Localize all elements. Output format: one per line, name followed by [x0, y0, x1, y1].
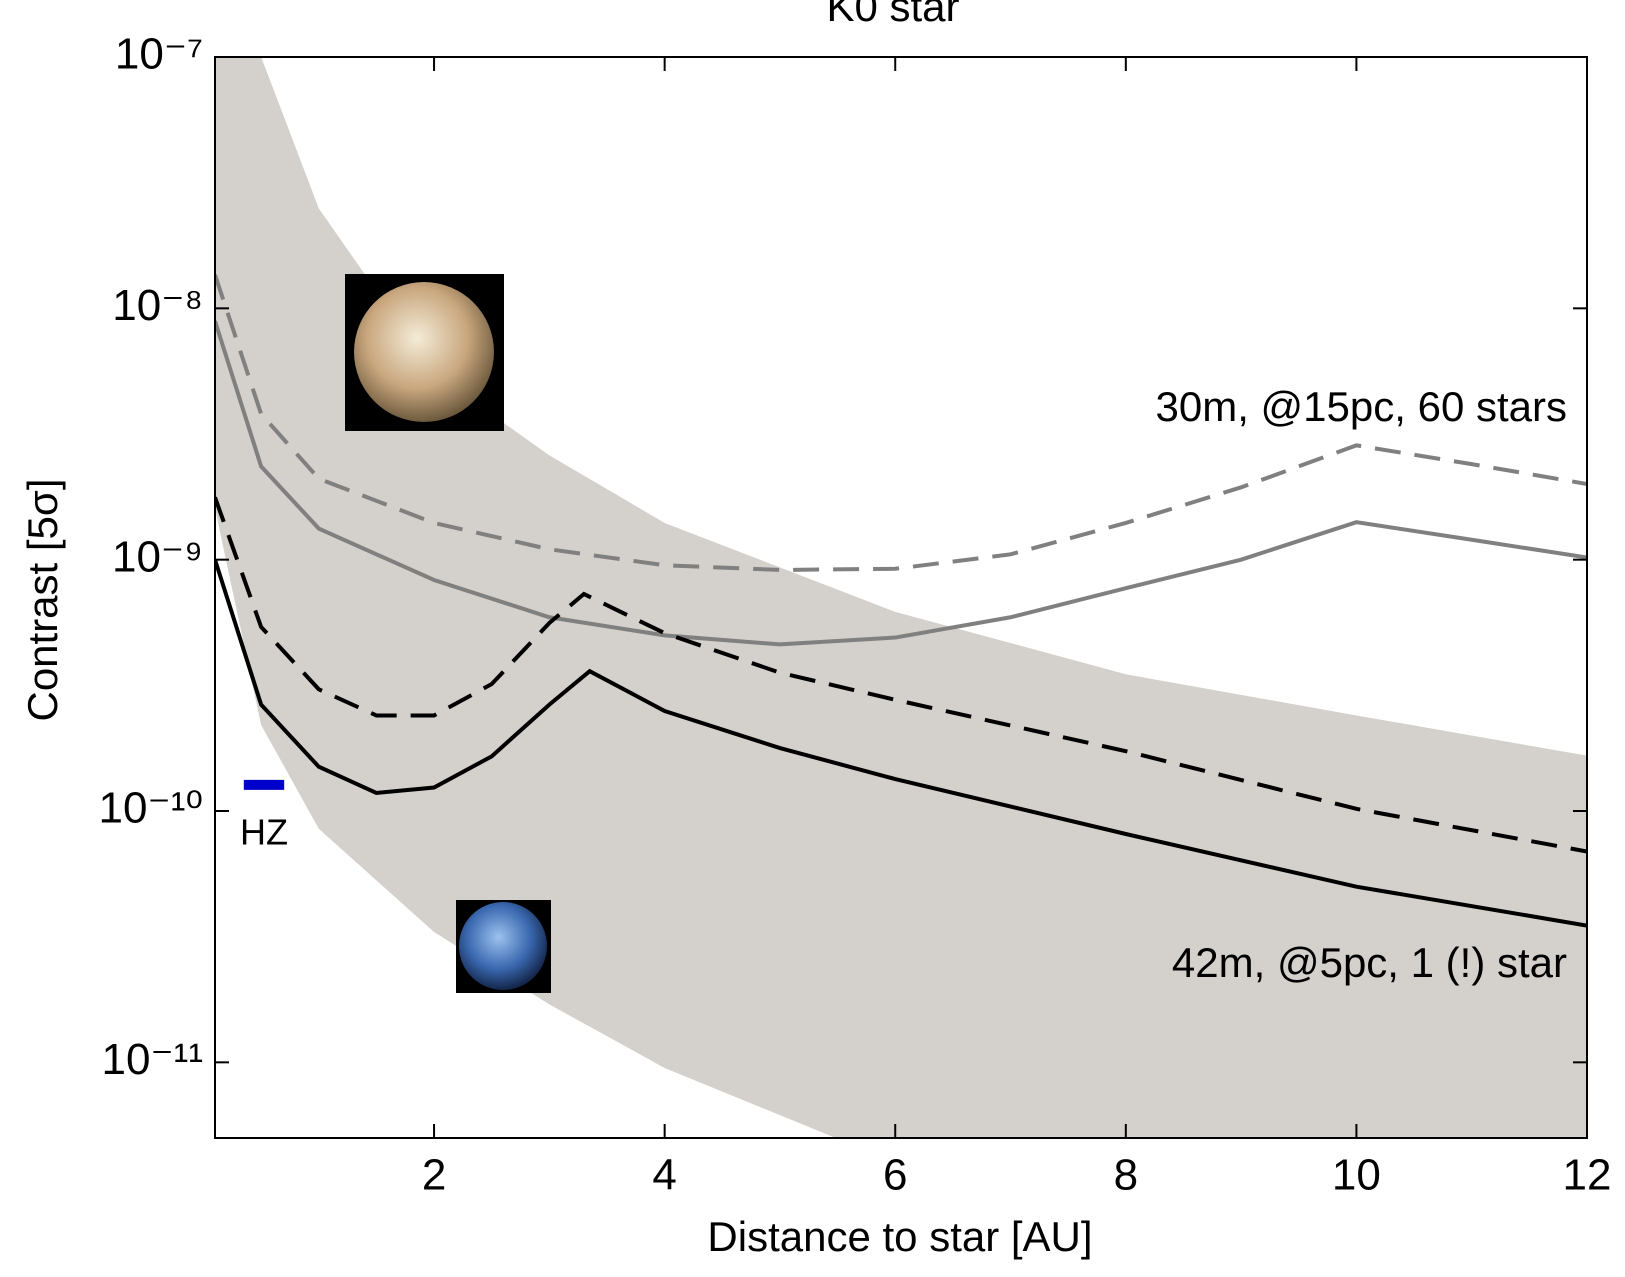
hz-label: HZ [240, 811, 288, 852]
y-axis-label: Contrast [5σ] [19, 478, 66, 721]
chart: K0 star Distance to star [AU] Contrast [… [0, 0, 1625, 1277]
annotation: 30m, @15pc, 60 stars [1156, 383, 1568, 430]
x-axis-label: Distance to star [AU] [707, 1213, 1092, 1260]
x-tick-label: 10 [1332, 1151, 1381, 1200]
y-tick-label: 10⁻⁷ [115, 30, 203, 79]
earth-planet [459, 902, 547, 990]
x-tick-label: 12 [1563, 1151, 1612, 1200]
x-tick-label: 4 [652, 1151, 676, 1200]
y-tick-label: 10⁻⁹ [112, 532, 203, 581]
x-tick-label: 2 [422, 1151, 446, 1200]
annotation: 42m, @5pc, 1 (!) star [1172, 939, 1567, 986]
y-tick-label: 10⁻¹⁰ [99, 784, 203, 833]
page: {"chart_data": { "type": "line", "title"… [0, 0, 1625, 1277]
y-tick-label: 10⁻⁸ [112, 281, 203, 330]
x-tick-label: 6 [883, 1151, 907, 1200]
chart-title: K0 star [826, 0, 959, 30]
y-tick-label: 10⁻¹¹ [102, 1035, 203, 1084]
x-tick-label: 8 [1114, 1151, 1138, 1200]
jupiter-planet [354, 282, 494, 422]
